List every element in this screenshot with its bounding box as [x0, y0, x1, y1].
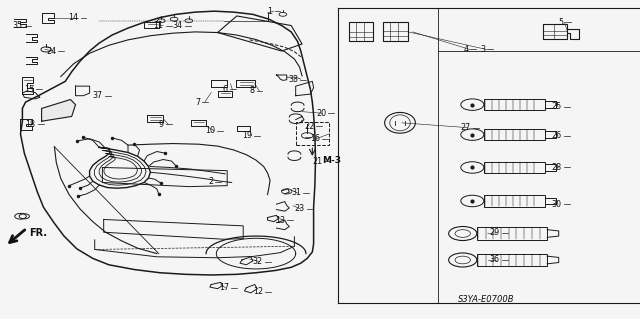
Bar: [484, 195, 545, 207]
Polygon shape: [42, 100, 76, 121]
Text: 16: 16: [310, 134, 320, 143]
Text: 2: 2: [208, 177, 213, 186]
Text: 31: 31: [291, 189, 301, 197]
Bar: [484, 129, 545, 140]
Text: 23: 23: [294, 204, 305, 213]
Text: 35: 35: [13, 21, 23, 30]
Bar: [349, 22, 373, 41]
Text: 12: 12: [253, 287, 263, 296]
Text: 10: 10: [205, 126, 215, 135]
Text: 33: 33: [288, 75, 298, 84]
Text: 21: 21: [312, 157, 323, 166]
Text: 19: 19: [242, 131, 252, 140]
Text: 26: 26: [552, 131, 562, 140]
Text: 5: 5: [558, 18, 563, 27]
Text: 15: 15: [24, 85, 35, 94]
Text: 4: 4: [463, 45, 468, 54]
Text: 17: 17: [219, 283, 229, 292]
Text: 3: 3: [480, 45, 485, 54]
Text: 13: 13: [275, 216, 285, 225]
Text: 8: 8: [250, 86, 255, 95]
Bar: [296, 122, 329, 145]
Bar: [484, 99, 545, 110]
Bar: [477, 254, 547, 266]
Text: 18: 18: [26, 120, 36, 129]
Bar: [383, 22, 408, 41]
Text: 32: 32: [253, 257, 263, 266]
Text: M-3: M-3: [322, 156, 341, 165]
Text: 6: 6: [223, 85, 228, 94]
Text: 22: 22: [304, 122, 314, 130]
Text: 28: 28: [552, 163, 562, 172]
Text: 25: 25: [552, 102, 562, 111]
Text: 9: 9: [159, 120, 164, 129]
Text: 34: 34: [173, 21, 183, 30]
Bar: [484, 162, 545, 173]
Text: FR.: FR.: [29, 228, 47, 238]
Text: 29: 29: [490, 228, 500, 237]
Text: 7: 7: [195, 98, 200, 107]
Text: 30: 30: [552, 200, 562, 209]
Text: 1: 1: [268, 7, 273, 16]
Text: 27: 27: [461, 123, 471, 132]
Text: S3YA-E0700B: S3YA-E0700B: [458, 295, 515, 304]
Text: 24: 24: [46, 47, 56, 56]
Bar: [477, 227, 547, 240]
Text: 36: 36: [490, 256, 500, 264]
Text: 14: 14: [68, 13, 79, 22]
Text: 11: 11: [154, 21, 164, 30]
Text: 37: 37: [93, 91, 103, 100]
Text: 20: 20: [316, 109, 326, 118]
Bar: [543, 24, 567, 39]
